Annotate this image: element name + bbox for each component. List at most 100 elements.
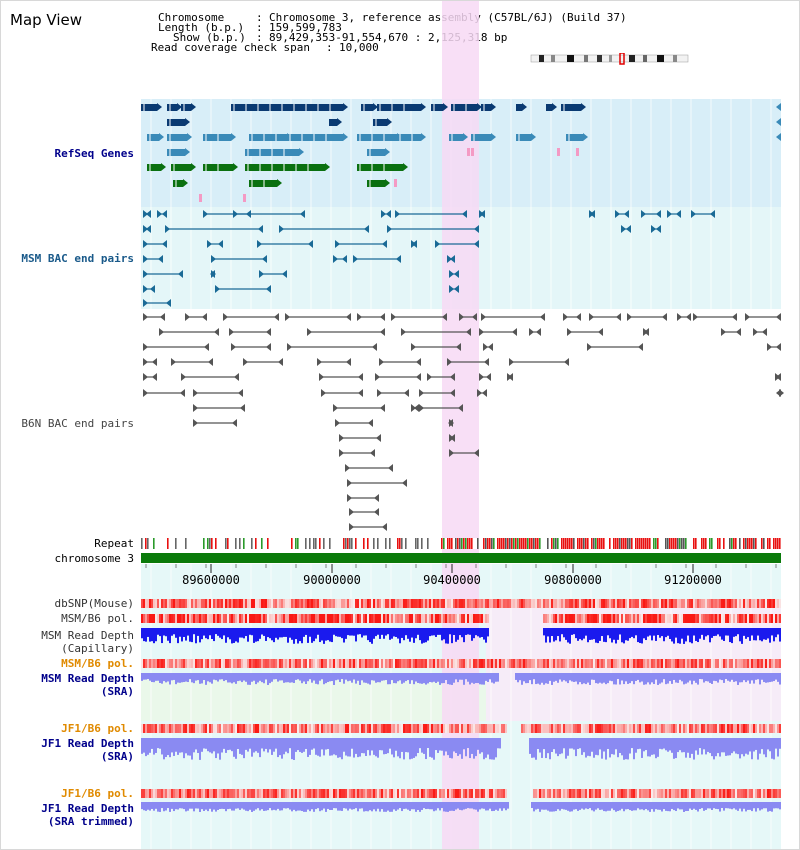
msm-cap-depth-bar xyxy=(609,628,611,639)
msm-sra-depth-bar xyxy=(187,673,189,683)
repeat-element xyxy=(517,538,519,549)
jf1-depth-bar xyxy=(223,738,225,749)
dbsnp-heat-cell xyxy=(255,599,257,608)
msm-pol1-heat-cell xyxy=(223,614,225,623)
bac-end-marker xyxy=(450,255,455,263)
jf1-trim-depth-bar xyxy=(289,802,291,810)
jf1-pol1-heat-cell xyxy=(579,724,581,733)
repeat-element xyxy=(401,538,403,549)
msm-sra-depth-bar xyxy=(759,673,761,685)
dbsnp-heat-cell xyxy=(325,599,327,608)
msm-cap-depth-bar xyxy=(389,628,391,640)
bac-end-marker xyxy=(651,225,656,233)
jf1-depth-bar xyxy=(451,738,453,759)
msm-cap-depth-bar xyxy=(161,628,163,644)
msm-pol1-heat-cell xyxy=(169,614,171,623)
chromosome-ideogram[interactable] xyxy=(529,53,691,65)
msm-pol1-heat-cell xyxy=(355,614,357,623)
msm-cap-depth-bar xyxy=(637,628,639,643)
msm-pol2-heat-cell xyxy=(251,659,253,668)
repeat-element xyxy=(347,538,349,549)
jf1-trim-depth-bar xyxy=(397,802,399,810)
jf1-trim-depth-bar xyxy=(311,802,313,810)
dbsnp-heat-cell xyxy=(537,599,539,608)
msm-pol1-heat-cell xyxy=(453,614,455,623)
dbsnp-heat-cell xyxy=(229,599,231,608)
jf1-pol1-heat-cell xyxy=(681,724,683,733)
repeat-element xyxy=(487,538,489,549)
jf1-pol2-heat-cell xyxy=(703,789,705,798)
repeat-element xyxy=(629,538,631,549)
refseq-minor-mark xyxy=(471,148,474,156)
msm-cap-depth-bar xyxy=(731,628,733,644)
msm-cap-depth-bar xyxy=(595,628,597,643)
msm-pol2-heat-cell xyxy=(489,659,491,668)
jf1-depth-bar xyxy=(761,738,763,750)
bac-end-marker xyxy=(456,343,461,351)
repeat-element xyxy=(583,538,585,549)
jf1-pol2-heat-cell xyxy=(645,789,647,798)
msm-pol1-heat-cell xyxy=(297,614,299,623)
msm-cap-depth-bar xyxy=(575,628,577,639)
dbsnp-heat-cell xyxy=(719,599,721,608)
jf1-pol1-heat-cell xyxy=(445,724,447,733)
jf1-pol2-heat-cell xyxy=(487,789,489,798)
msm-pol1-heat-cell xyxy=(633,614,635,623)
jf1-depth-bar xyxy=(637,738,639,750)
msm-pol1-heat-cell xyxy=(433,614,435,623)
jf1-trim-depth-bar xyxy=(237,802,239,809)
jf1-pol2-heat-cell xyxy=(651,789,653,798)
msm-pol2-heat-cell xyxy=(631,659,633,668)
jf1-pol2-heat-cell xyxy=(281,789,283,798)
jf1-pol2-heat-cell xyxy=(735,789,737,798)
repeat-element xyxy=(235,538,237,549)
bac-end-marker xyxy=(454,285,459,293)
jf1-trim-depth-bar xyxy=(393,802,395,810)
msm-cap-depth-bar xyxy=(661,628,663,637)
dbsnp-heat-cell xyxy=(349,599,351,608)
msm-pol2-heat-cell xyxy=(593,659,595,668)
msm-cap-depth-bar xyxy=(153,628,155,644)
msm-sra-depth-bar xyxy=(773,673,775,682)
bac-end-marker xyxy=(762,328,767,336)
jf1-b6-pol-2-label: JF1/B6 pol. xyxy=(61,787,134,800)
msm-pol1-heat-cell xyxy=(331,614,333,623)
jf1-trim-depth-bar xyxy=(681,802,683,810)
jf1-pol2-heat-cell xyxy=(497,789,499,798)
jf1-pol1-heat-cell xyxy=(473,724,475,733)
msm-pol1-heat-cell xyxy=(707,614,709,623)
dbsnp-heat-cell xyxy=(387,599,389,608)
jf1-pol1-heat-cell xyxy=(645,724,647,733)
jf1-trim-depth-bar xyxy=(773,802,775,809)
highlight-band xyxy=(442,1,479,849)
msm-sra-depth-bar xyxy=(455,673,457,680)
msm-pol2-heat-cell xyxy=(603,659,605,668)
dbsnp-heat-cell xyxy=(309,599,311,608)
msm-sra-depth-bar xyxy=(203,673,205,681)
gene-feature xyxy=(561,104,581,111)
msm-pol1-heat-cell xyxy=(237,614,239,623)
msm-cap-depth-bar xyxy=(777,628,779,635)
msm-pol1-heat-cell xyxy=(407,614,409,623)
jf1-trim-depth-bar xyxy=(503,802,505,809)
jf1-trim-depth-bar xyxy=(711,802,713,810)
msm-pol1-heat-cell xyxy=(367,614,369,623)
msm-pol1-heat-cell xyxy=(427,614,429,623)
msm-sra-depth-bar xyxy=(233,673,235,683)
repeat-element xyxy=(767,538,769,549)
jf1-trim-depth-bar xyxy=(707,802,709,809)
jf1-pol2-heat-cell xyxy=(701,789,703,798)
jf1-pol1-heat-cell xyxy=(305,724,307,733)
bac-end-marker xyxy=(411,343,416,351)
gene-feature xyxy=(167,149,185,156)
msm-pol1-heat-cell xyxy=(321,614,323,623)
msm-pol2-heat-cell xyxy=(605,659,607,668)
jf1-trim-depth-bar xyxy=(489,802,491,809)
repeat-element xyxy=(749,538,751,549)
msm-pol2-heat-cell xyxy=(579,659,581,668)
jf1-pol2-heat-cell xyxy=(453,789,455,798)
msm-pol2-heat-cell xyxy=(441,659,443,668)
msm-sra-depth-bar xyxy=(321,673,323,680)
msm-pol1-heat-cell xyxy=(723,614,725,623)
